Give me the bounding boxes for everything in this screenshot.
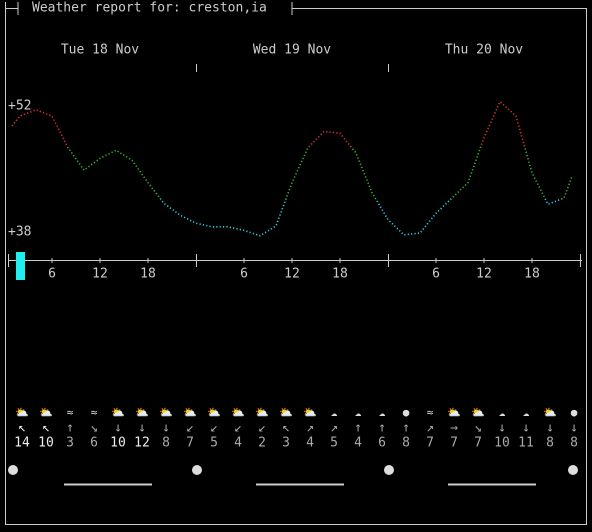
wind-direction: ↓ bbox=[546, 421, 554, 436]
wind-direction: ↙ bbox=[258, 421, 266, 436]
wind-direction: ↘ bbox=[90, 421, 98, 436]
day-label: Wed 19 Nov bbox=[253, 43, 331, 58]
x-tick-label: 12 bbox=[476, 267, 492, 282]
weather-icon: ≈ bbox=[91, 406, 98, 419]
wind-speed: 12 bbox=[134, 436, 150, 451]
wind-speed: 3 bbox=[66, 436, 74, 451]
wind-direction: ↙ bbox=[234, 421, 242, 436]
wind-speed: 10 bbox=[110, 436, 126, 451]
weather-icon: ⛅ bbox=[231, 406, 245, 419]
wind-direction: ↑ bbox=[66, 421, 74, 436]
weather-icon: ≈ bbox=[67, 406, 74, 419]
weather-icon: ● bbox=[571, 406, 578, 419]
wind-speed: 3 bbox=[282, 436, 290, 451]
moon bbox=[8, 465, 18, 475]
y-tick-label: +38 bbox=[8, 225, 31, 240]
x-tick-label: 6 bbox=[48, 267, 56, 282]
wind-direction: ↓ bbox=[522, 421, 530, 436]
weather-icon: ⛅ bbox=[255, 406, 269, 419]
now-marker bbox=[16, 252, 25, 280]
wind-speed: 5 bbox=[330, 436, 338, 451]
wind-direction: ↗ bbox=[426, 421, 434, 436]
wind-speed: 4 bbox=[354, 436, 362, 451]
weather-icon: ● bbox=[403, 406, 410, 419]
title: Weather report for: creston,ia bbox=[32, 1, 267, 16]
wind-direction: ↗ bbox=[306, 421, 314, 436]
wind-speed: 4 bbox=[306, 436, 314, 451]
wind-speed: 7 bbox=[426, 436, 434, 451]
wind-speed: 4 bbox=[234, 436, 242, 451]
wind-speed: 8 bbox=[162, 436, 170, 451]
weather-icon: ☁ bbox=[499, 406, 506, 419]
temperature-line bbox=[11, 100, 573, 237]
wind-direction: ↖ bbox=[42, 421, 50, 436]
wind-speed: 5 bbox=[210, 436, 218, 451]
moon bbox=[568, 465, 578, 475]
wind-speed: 2 bbox=[258, 436, 266, 451]
frame bbox=[5, 2, 587, 525]
wind-speed: 14 bbox=[14, 436, 30, 451]
wind-direction: ↑ bbox=[402, 421, 410, 436]
wind-speed: 8 bbox=[570, 436, 578, 451]
weather-icon: ☁ bbox=[379, 406, 386, 419]
weather-icon: ⛅ bbox=[543, 406, 557, 419]
wind-direction: ↑ bbox=[378, 421, 386, 436]
weather-icon: ⛅ bbox=[303, 406, 317, 419]
wind-direction: ↓ bbox=[570, 421, 578, 436]
weather-icon: ☁ bbox=[523, 406, 530, 419]
wind-speed: 6 bbox=[378, 436, 386, 451]
wind-direction: ↘ bbox=[474, 421, 482, 436]
weather-icon: ⛅ bbox=[183, 406, 197, 419]
moon-row bbox=[8, 465, 578, 475]
y-tick-label: +52 bbox=[8, 99, 31, 114]
wind-direction: ↓ bbox=[114, 421, 122, 436]
x-tick-label: 6 bbox=[240, 267, 248, 282]
weather-icon: ☁ bbox=[331, 406, 338, 419]
wind-speed: 6 bbox=[90, 436, 98, 451]
weather-icon: ⛅ bbox=[207, 406, 221, 419]
x-tick-label: 18 bbox=[524, 267, 540, 282]
wind-direction: → bbox=[450, 421, 458, 436]
wind-direction: ↖ bbox=[282, 421, 290, 436]
weather-icon: ≈ bbox=[427, 406, 434, 419]
wind-direction: ↗ bbox=[330, 421, 338, 436]
weather-icon: ⛅ bbox=[279, 406, 293, 419]
weather-icon: ⛅ bbox=[135, 406, 149, 419]
moon bbox=[384, 465, 394, 475]
wind-speed: 10 bbox=[38, 436, 54, 451]
weather-icon: ⛅ bbox=[15, 406, 29, 419]
wind-speed: 8 bbox=[402, 436, 410, 451]
x-tick-label: 18 bbox=[140, 267, 156, 282]
weather-icon: ☁ bbox=[355, 406, 362, 419]
wind-speed: 7 bbox=[474, 436, 482, 451]
x-tick-label: 18 bbox=[332, 267, 348, 282]
moon bbox=[192, 465, 202, 475]
wind-direction: ↑ bbox=[354, 421, 362, 436]
wind-speed: 7 bbox=[186, 436, 194, 451]
weather-icon: ⛅ bbox=[471, 406, 485, 419]
wind-direction: ↓ bbox=[162, 421, 170, 436]
wind-speed: 11 bbox=[518, 436, 534, 451]
wind-direction: ↓ bbox=[498, 421, 506, 436]
wind-speed: 8 bbox=[546, 436, 554, 451]
weather-icon: ⛅ bbox=[111, 406, 125, 419]
x-tick-label: 12 bbox=[284, 267, 300, 282]
weather-icon: ⛅ bbox=[39, 406, 53, 419]
day-label: Thu 20 Nov bbox=[445, 43, 523, 58]
wind-speed: 10 bbox=[494, 436, 510, 451]
weather-icon: ⛅ bbox=[159, 406, 173, 419]
day-label: Tue 18 Nov bbox=[61, 43, 139, 58]
x-tick-label: 6 bbox=[432, 267, 440, 282]
weather-icon: ⛅ bbox=[447, 406, 461, 419]
wind-direction: ↓ bbox=[138, 421, 146, 436]
wind-speed: 7 bbox=[450, 436, 458, 451]
day-ticks bbox=[8, 254, 581, 267]
wind-direction: ↖ bbox=[18, 421, 26, 436]
x-tick-label: 12 bbox=[92, 267, 108, 282]
wind-direction: ↙ bbox=[186, 421, 194, 436]
wind-direction: ↙ bbox=[210, 421, 218, 436]
